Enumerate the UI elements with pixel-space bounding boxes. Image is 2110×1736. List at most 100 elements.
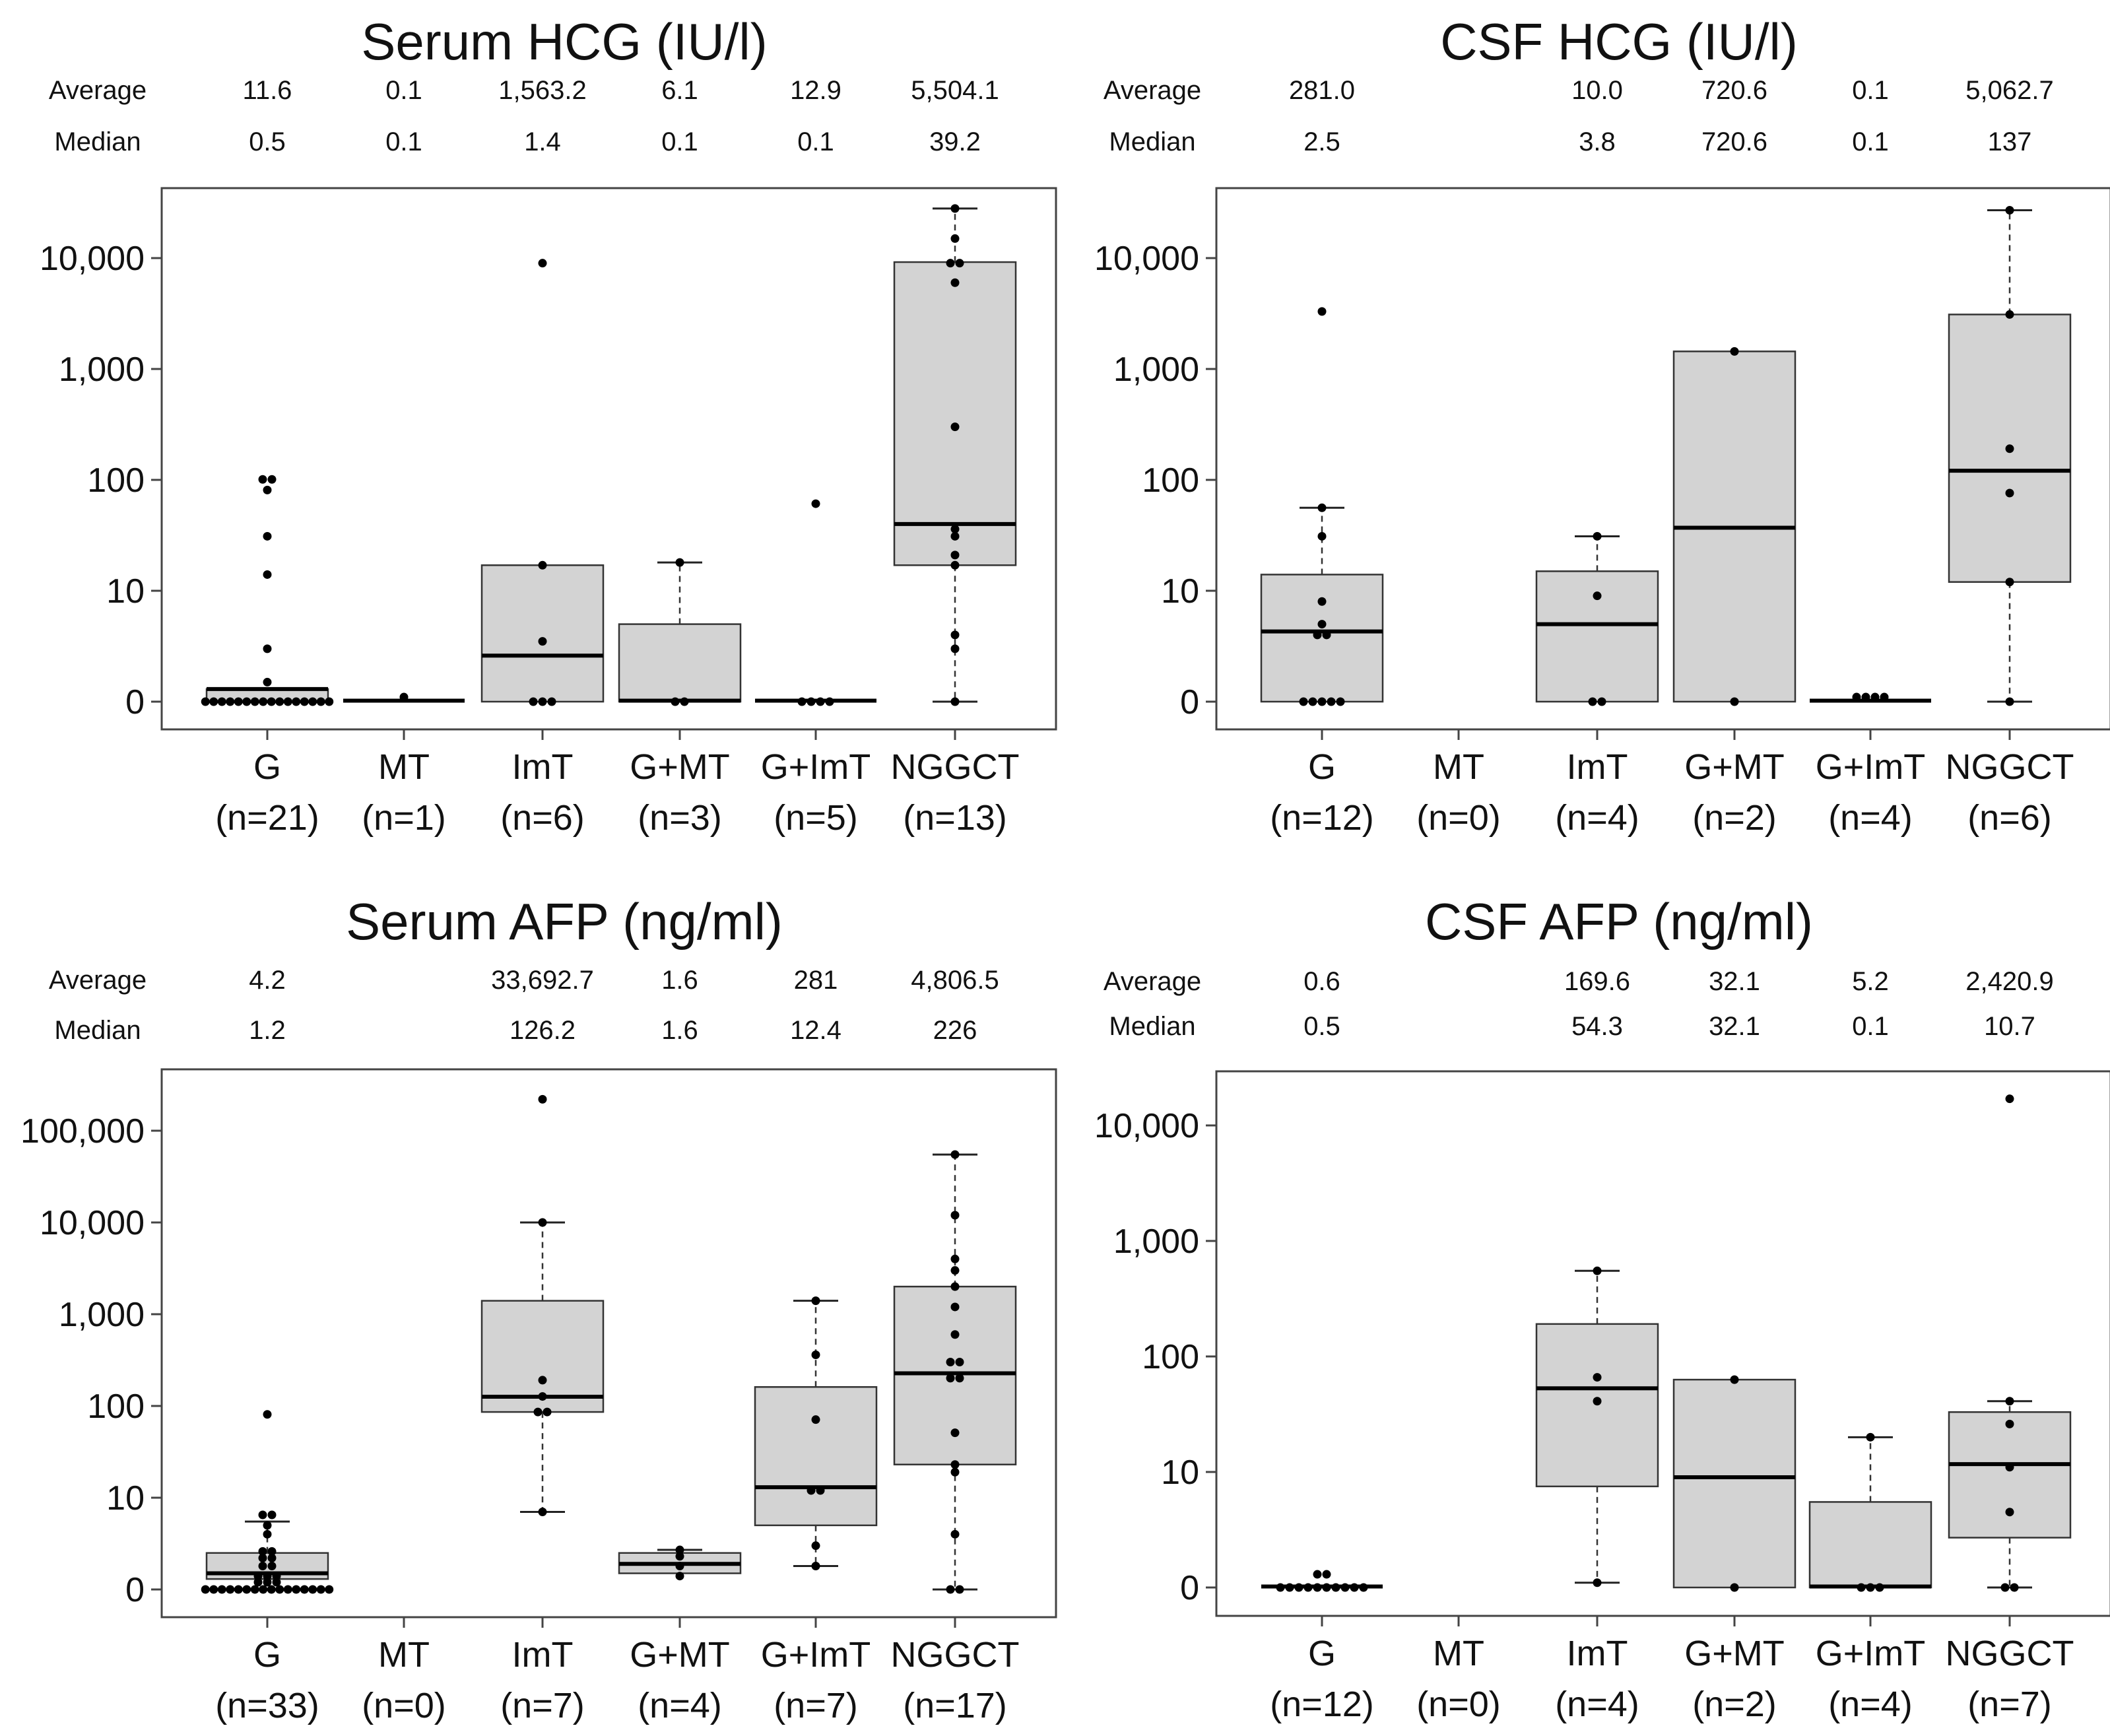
category-label: G+ImT <box>1816 747 1926 787</box>
data-point <box>259 697 268 706</box>
category-n-label: (n=12) <box>1270 798 1374 838</box>
data-point <box>2005 1397 2014 1406</box>
category-n-label: (n=6) <box>500 798 585 838</box>
category-n-label: (n=33) <box>215 1686 319 1725</box>
average-value: 10.0 <box>1571 76 1623 105</box>
average-value: 12.9 <box>790 76 841 105</box>
data-point <box>263 1529 272 1539</box>
median-value: 720.6 <box>1701 127 1767 156</box>
data-point <box>946 259 955 268</box>
category-n-label: (n=2) <box>1692 1685 1777 1724</box>
data-point <box>950 1266 960 1275</box>
category-n-label: (n=7) <box>1967 1685 2052 1724</box>
data-point <box>2005 488 2014 498</box>
y-tick-label: 0 <box>1180 683 1199 721</box>
median-value: 0.5 <box>249 127 286 156</box>
category-label: G+MT <box>630 747 730 787</box>
data-point <box>538 560 547 570</box>
data-point <box>825 697 834 706</box>
y-tick-label: 100 <box>87 1387 145 1426</box>
data-point <box>1308 697 1317 706</box>
data-point <box>1327 697 1336 706</box>
median-value: 2.5 <box>1303 127 1340 156</box>
data-point <box>950 1330 960 1339</box>
data-point <box>1331 1583 1340 1592</box>
data-point <box>811 1562 820 1571</box>
category-n-label: (n=2) <box>1692 798 1777 838</box>
data-point <box>226 1585 235 1594</box>
box-iqr <box>1672 1378 1797 1589</box>
data-point <box>675 1562 684 1571</box>
data-point <box>234 697 243 706</box>
data-point <box>292 1585 301 1594</box>
data-point <box>675 1545 684 1554</box>
y-tick-label: 1,000 <box>59 1296 145 1334</box>
category-label: NGGCT <box>891 747 1020 787</box>
data-point <box>1317 597 1327 606</box>
category-n-label: (n=3) <box>638 798 722 838</box>
panel-serum-afp: Serum AFP (ng/ml) Average Median 0 10 100 1,0… <box>0 868 1057 1736</box>
panel-csf-afp: CSF AFP (ng/ml) Average Median 0 10 100 1,000… <box>1055 868 2110 1736</box>
data-point <box>2005 206 2014 215</box>
category-label: ImT <box>1567 1634 1628 1673</box>
data-point <box>1730 347 1739 356</box>
median-value: 3.8 <box>1579 127 1616 156</box>
chart-title: CSF AFP (ng/ml) <box>1424 892 1813 951</box>
data-point <box>955 1585 964 1594</box>
data-point <box>950 1460 960 1469</box>
data-point <box>267 1553 277 1562</box>
median-row-label: Median <box>54 127 141 156</box>
category-label: G+MT <box>630 1635 730 1675</box>
median-value: 39.2 <box>929 127 981 156</box>
data-point <box>263 570 272 579</box>
median-value: 137 <box>1988 127 2032 156</box>
data-point <box>950 204 960 213</box>
average-value: 11.6 <box>243 76 292 105</box>
data-point <box>538 1094 547 1104</box>
data-point <box>1730 1375 1739 1384</box>
data-point <box>946 1374 955 1383</box>
data-point <box>263 1521 272 1530</box>
average-value: 0.1 <box>1852 76 1889 105</box>
y-tick-label: 0 <box>1180 1569 1199 1607</box>
data-point <box>950 1211 960 1220</box>
category-label: G+ImT <box>1816 1634 1926 1673</box>
data-point <box>1870 692 1880 702</box>
y-tick-label: 0 <box>125 683 145 721</box>
data-point <box>234 1585 243 1594</box>
data-point <box>950 551 960 560</box>
data-point <box>538 1218 547 1227</box>
median-value: 1.4 <box>524 127 561 156</box>
data-point <box>1313 630 1322 640</box>
data-point <box>950 630 960 640</box>
data-point <box>267 475 277 484</box>
data-point <box>547 697 556 706</box>
data-point <box>325 697 334 706</box>
category-n-label: (n=21) <box>215 798 319 838</box>
category-n-label: (n=4) <box>1828 1685 1913 1724</box>
average-value: 1.6 <box>661 966 698 995</box>
category-n-label: (n=17) <box>903 1686 1007 1725</box>
box-iqr <box>480 564 605 703</box>
average-value: 6.1 <box>661 76 698 105</box>
category-label: G <box>1308 747 1336 787</box>
category-label: NGGCT <box>1946 1634 2074 1673</box>
data-point <box>950 1529 960 1539</box>
y-tick-label: 10,000 <box>40 1204 145 1242</box>
data-point <box>316 1585 325 1594</box>
data-point <box>1861 692 1870 702</box>
data-point <box>1593 1373 1602 1382</box>
data-point <box>811 1415 820 1424</box>
average-value: 0.1 <box>385 76 422 105</box>
data-point <box>2005 1419 2014 1428</box>
data-point <box>671 697 680 706</box>
chart-svg-csf-afp: Average Median 0 10 100 1,000 10,000 G (n=12) 0.6… <box>1094 967 2110 1724</box>
data-point <box>950 697 960 706</box>
median-value: 226 <box>933 1016 977 1045</box>
data-point <box>1866 1583 1875 1592</box>
data-point <box>955 1357 964 1366</box>
data-point <box>292 697 301 706</box>
category-n-label: (n=0) <box>1416 1685 1501 1724</box>
box-iqr <box>893 261 1017 566</box>
data-point <box>2000 1583 2010 1592</box>
